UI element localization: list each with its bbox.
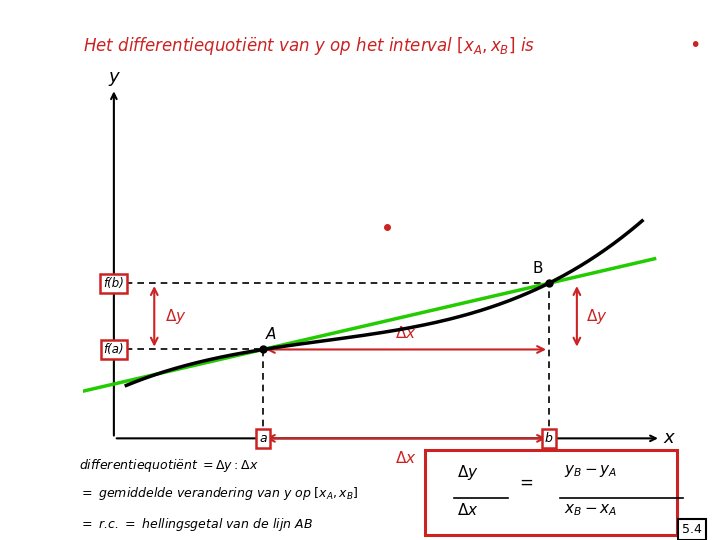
Text: $=$: $=$: [516, 472, 534, 490]
Text: x: x: [664, 429, 675, 447]
Text: f(a): f(a): [104, 343, 124, 356]
Text: A: A: [266, 327, 276, 342]
Text: f(b): f(b): [104, 276, 125, 290]
Text: y: y: [109, 68, 120, 86]
Text: a: a: [259, 432, 267, 445]
FancyBboxPatch shape: [425, 450, 677, 535]
Text: $\Delta x$: $\Delta x$: [395, 325, 417, 341]
Text: $\Delta x$: $\Delta x$: [395, 450, 417, 466]
Text: $\Delta y$: $\Delta y$: [457, 462, 479, 482]
Text: $x_B - x_A$: $x_B - x_A$: [564, 502, 617, 518]
Text: differentiequotiënt $= \Delta y : \Delta x$: differentiequotiënt $= \Delta y : \Delta…: [79, 457, 258, 474]
Text: $=$ gemiddelde verandering van $y$ op $[x_A,x_B]$: $=$ gemiddelde verandering van $y$ op $[…: [79, 485, 359, 502]
Text: $y_B - y_A$: $y_B - y_A$: [564, 462, 617, 478]
Text: b: b: [545, 432, 553, 445]
Text: $\Delta y$: $\Delta y$: [586, 307, 608, 326]
Text: 5.4: 5.4: [682, 523, 702, 536]
Text: B: B: [532, 261, 543, 276]
Text: $\Delta y$: $\Delta y$: [166, 307, 187, 326]
Text: $\Delta x$: $\Delta x$: [457, 502, 479, 518]
Text: Het differentiequotiënt van y op het interval $[x_A,x_B]$ is: Het differentiequotiënt van y op het int…: [83, 35, 535, 57]
Text: •: •: [689, 36, 701, 55]
Text: $=$ r.c. $=$ hellingsgetal van de lijn $AB$: $=$ r.c. $=$ hellingsgetal van de lijn $…: [79, 516, 313, 534]
